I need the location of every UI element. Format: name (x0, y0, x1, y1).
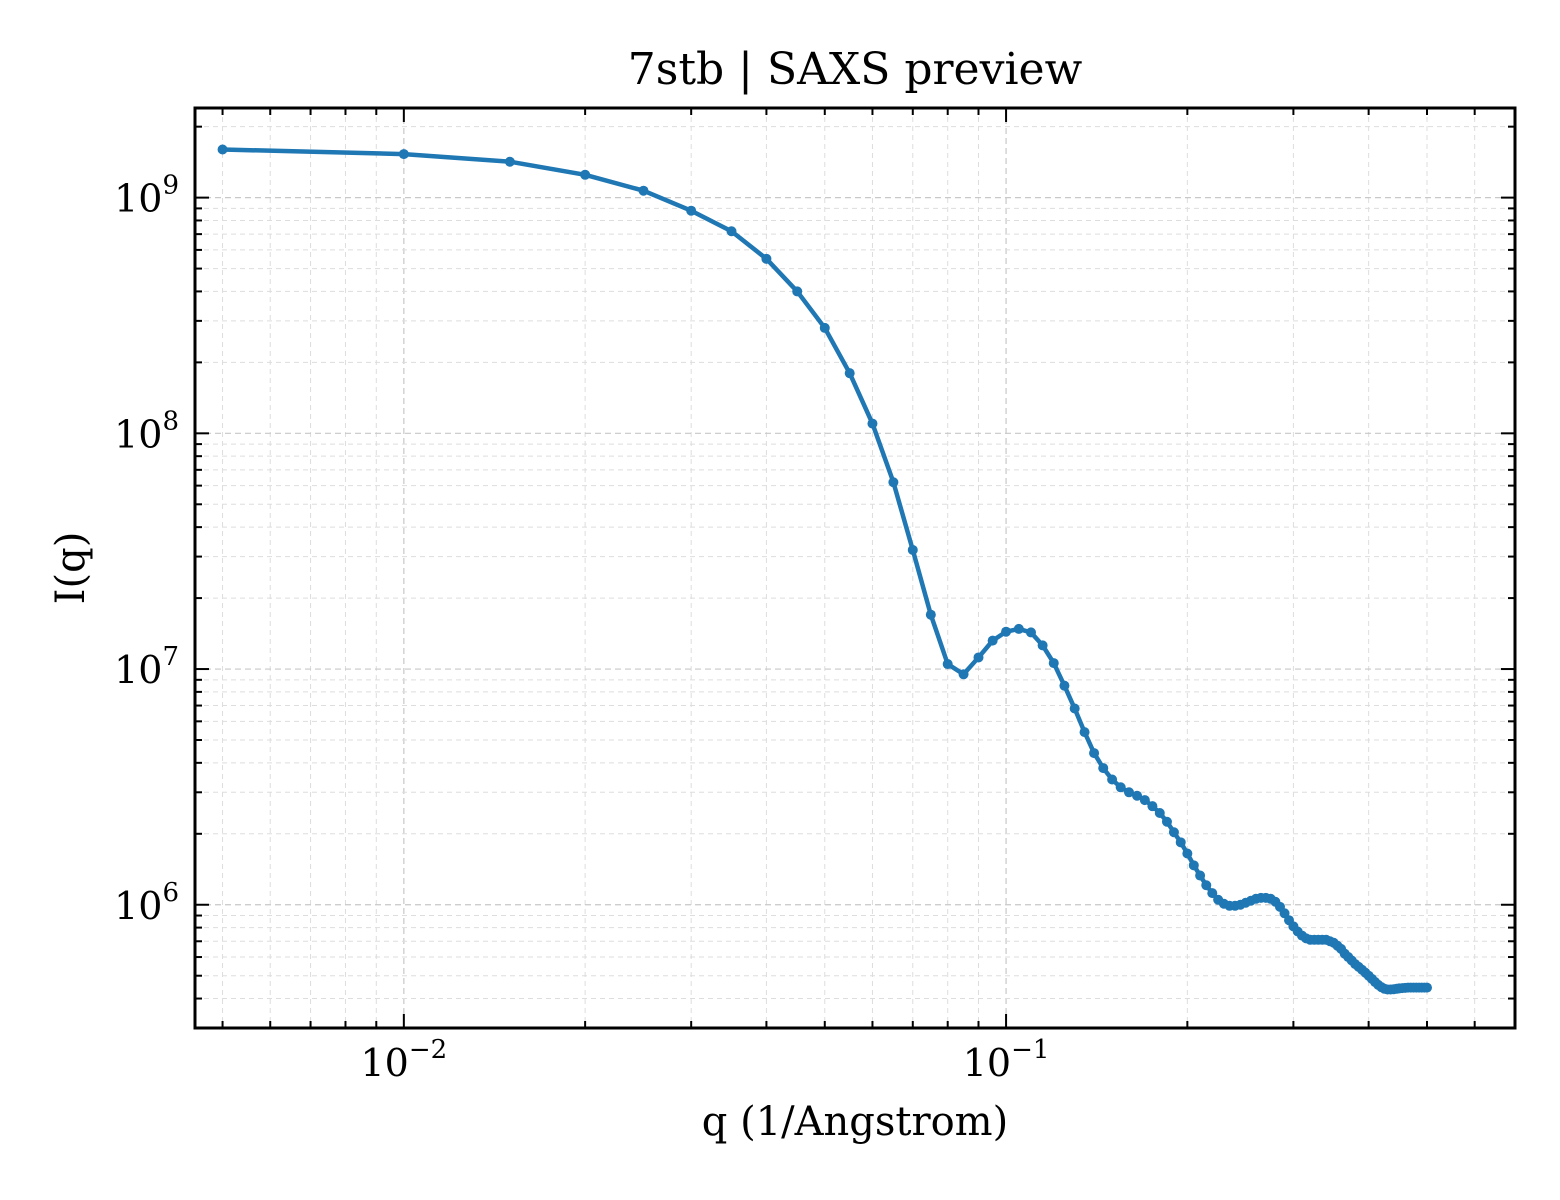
data-point (987, 635, 998, 646)
data-point (1132, 790, 1143, 801)
data-point (580, 169, 591, 180)
data-point (1059, 680, 1070, 691)
data-point (1139, 795, 1150, 806)
data-point (1175, 837, 1186, 848)
data-point (1069, 703, 1080, 714)
data-point (1107, 774, 1118, 785)
data-point (1207, 888, 1218, 899)
data-point (973, 652, 984, 663)
data-point (819, 322, 830, 333)
data-point (792, 286, 803, 297)
x-axis-label: q (1/Angstrom) (702, 1099, 1008, 1145)
data-point (867, 418, 878, 429)
data-point (1115, 782, 1126, 793)
y-tick-label: 106 (114, 878, 179, 928)
data-point (638, 185, 649, 196)
x-tick-label: 10−1 (963, 1035, 1050, 1085)
data-point (1089, 748, 1100, 759)
data-point (1037, 640, 1048, 651)
data-point (1168, 827, 1179, 838)
data-point (1161, 816, 1172, 827)
data-point (1025, 627, 1036, 638)
series-layer (217, 144, 1432, 995)
data-point (726, 226, 737, 237)
y-tick-label: 108 (114, 406, 179, 456)
data-point (888, 477, 899, 488)
data-point (925, 609, 936, 620)
grid (195, 108, 1515, 1029)
data-point (942, 659, 953, 670)
y-axis-label: I(q) (48, 532, 94, 605)
data-point (1421, 982, 1432, 993)
data-point (1154, 808, 1165, 819)
data-point (1013, 623, 1024, 634)
data-point (398, 149, 409, 160)
data-point (1188, 860, 1199, 871)
data-point (217, 144, 228, 155)
data-point (907, 544, 918, 555)
data-point (686, 205, 697, 216)
y-tick-label: 107 (114, 642, 179, 692)
data-point (1001, 626, 1012, 637)
tick-labels: 10−2 10−1 106 107 108 109 (114, 171, 1049, 1085)
data-point (1079, 727, 1090, 738)
data-point (1048, 658, 1059, 669)
data-point (761, 253, 772, 264)
data-point (958, 669, 969, 680)
x-tick-label: 10−2 (360, 1035, 447, 1085)
data-point (1182, 848, 1193, 859)
data-point (1147, 801, 1158, 812)
data-point (1201, 880, 1212, 891)
ticks (195, 108, 1515, 1029)
plot-frame (193, 106, 1517, 1030)
data-point (1195, 870, 1206, 881)
data-point (844, 368, 855, 379)
y-tick-label: 109 (114, 171, 179, 221)
data-point (504, 156, 515, 167)
chart-title: 7stb | SAXS preview (628, 44, 1083, 95)
data-point (1098, 763, 1109, 774)
data-point (1123, 787, 1134, 798)
